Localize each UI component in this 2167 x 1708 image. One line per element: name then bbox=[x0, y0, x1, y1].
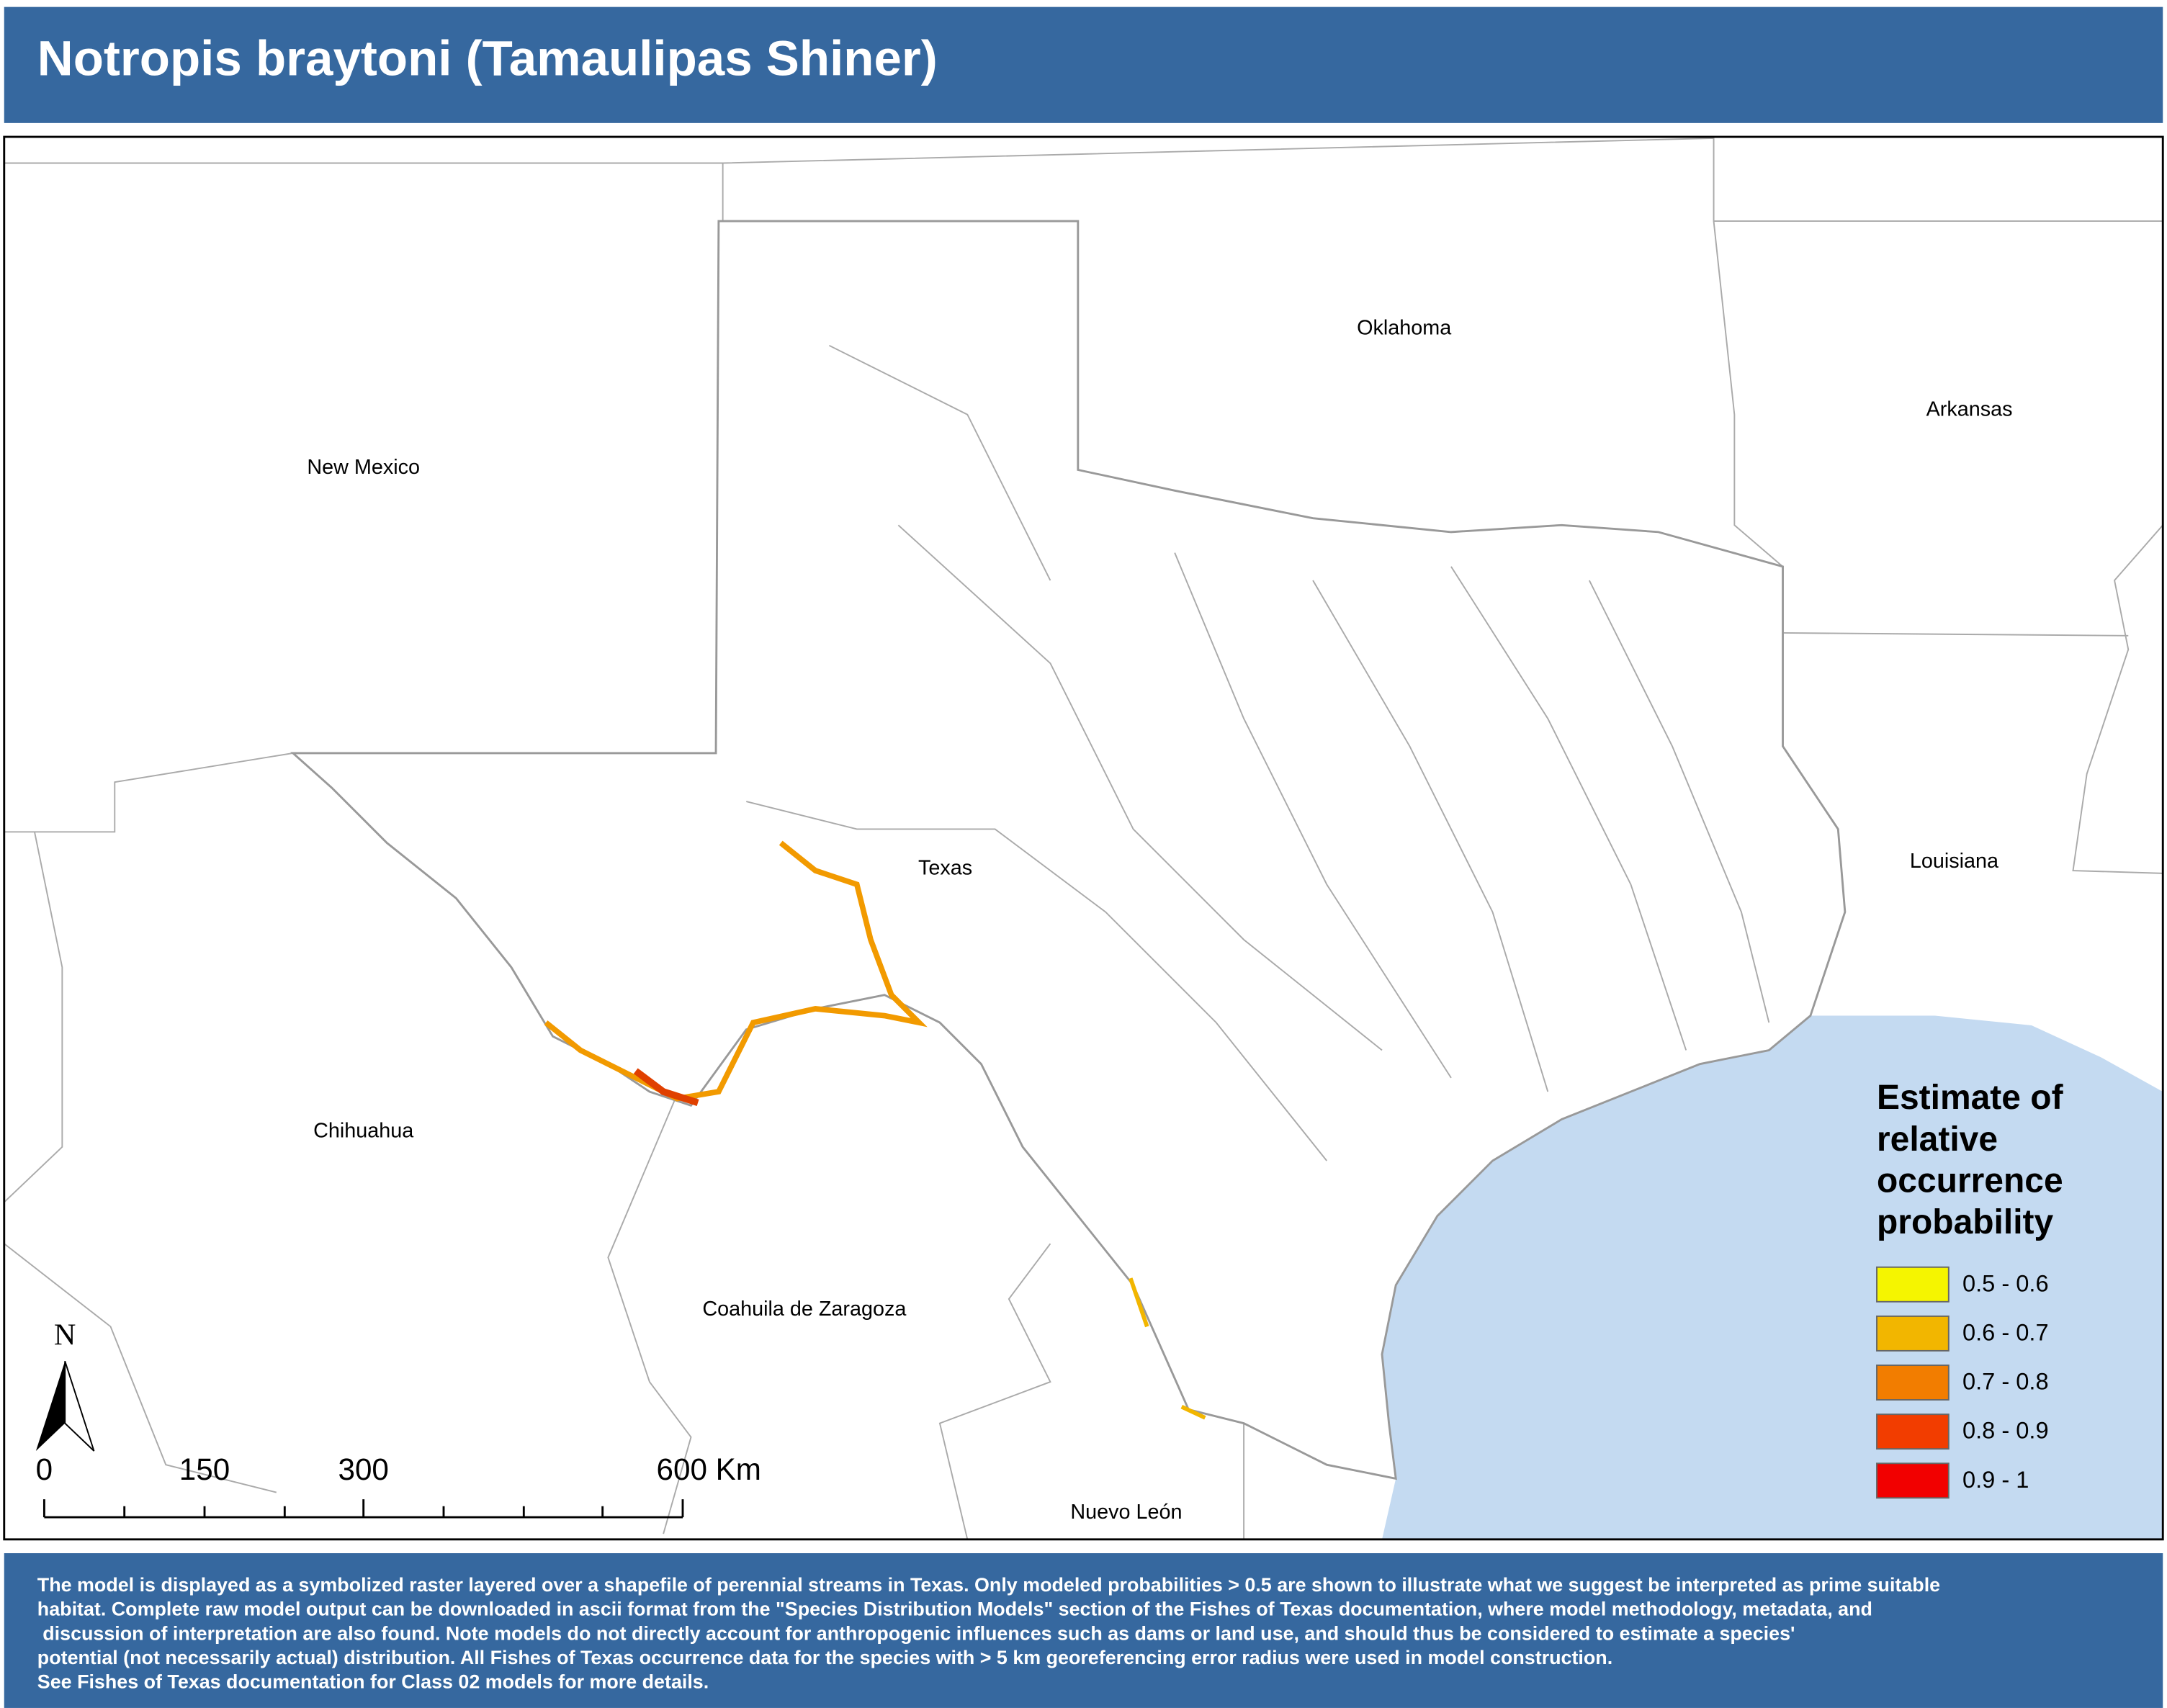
north-arrow bbox=[64, 1360, 95, 1452]
occurrence-lower bbox=[1129, 1277, 1206, 1420]
map-label: New Mexico bbox=[307, 456, 420, 479]
legend-swatch bbox=[1876, 1315, 1950, 1352]
map-label: Texas bbox=[918, 857, 972, 880]
map-label: Oklahoma bbox=[1357, 316, 1451, 339]
legend-label: 0.7 - 0.8 bbox=[1962, 1368, 2049, 1395]
legend-title: relative bbox=[1877, 1120, 1998, 1159]
legend-swatch bbox=[1876, 1365, 1950, 1401]
legend-swatch bbox=[1876, 1413, 1950, 1450]
legend-swatch bbox=[1876, 1266, 1950, 1303]
footer-line: discussion of interpretation are also fo… bbox=[37, 1622, 1795, 1644]
scale-label: 150 bbox=[179, 1452, 230, 1486]
legend-label: 0.8 - 0.9 bbox=[1962, 1417, 2049, 1444]
map-area: Oklahoma Arkansas New Mexico Texas Louis… bbox=[3, 135, 2164, 1541]
scale-ticks bbox=[42, 1499, 684, 1519]
north-label: N bbox=[54, 1318, 76, 1352]
legend-label: 0.5 - 0.6 bbox=[1962, 1269, 2049, 1296]
state-borders bbox=[4, 137, 2163, 1540]
scale-label: 0 bbox=[36, 1452, 53, 1486]
header-bar bbox=[4, 6, 2163, 123]
footer-bar bbox=[4, 1553, 2163, 1708]
legend-swatch bbox=[1876, 1462, 1950, 1499]
map-frame bbox=[3, 135, 2164, 1541]
map-label: Chihuahua bbox=[313, 1119, 413, 1142]
footer-text: The model is displayed as a symbolized r… bbox=[37, 1574, 1940, 1692]
map-label: Arkansas bbox=[1926, 398, 2013, 421]
north-arrow bbox=[35, 1361, 66, 1452]
scale-bar: 0 150 300 600 Km bbox=[36, 1452, 761, 1519]
scale-label: 600 Km bbox=[657, 1452, 761, 1486]
occurrence-rio-grande bbox=[544, 840, 928, 1102]
legend-title: occurrence bbox=[1877, 1161, 2063, 1200]
footer-line: potential (not necessarily actual) distr… bbox=[37, 1647, 1612, 1668]
scale-label: 300 bbox=[338, 1452, 388, 1486]
streams bbox=[746, 344, 1770, 1161]
footer-line: The model is displayed as a symbolized r… bbox=[37, 1574, 1940, 1596]
legend-title: probability bbox=[1877, 1203, 2054, 1241]
gulf-of-mexico bbox=[1382, 1015, 2163, 1540]
legend: Estimate ofrelativeoccurrenceprobability… bbox=[1876, 1079, 2064, 1499]
legend-label: 0.6 - 0.7 bbox=[1962, 1318, 2049, 1345]
occurrence-high bbox=[633, 1068, 699, 1106]
legend-title: Estimate of bbox=[1877, 1079, 2064, 1117]
legend-label: 0.9 - 1 bbox=[1962, 1466, 2029, 1493]
map-label: Louisiana bbox=[1910, 850, 1998, 873]
map-label: Nuevo León bbox=[1070, 1501, 1182, 1524]
footer-line: habitat. Complete raw model output can b… bbox=[37, 1599, 1872, 1620]
map-label: Coahuila de Zaragoza bbox=[702, 1298, 906, 1321]
footer-line: See Fishes of Texas documentation for Cl… bbox=[37, 1671, 709, 1692]
title: Notropis braytoni (Tamaulipas Shiner) bbox=[37, 30, 938, 86]
